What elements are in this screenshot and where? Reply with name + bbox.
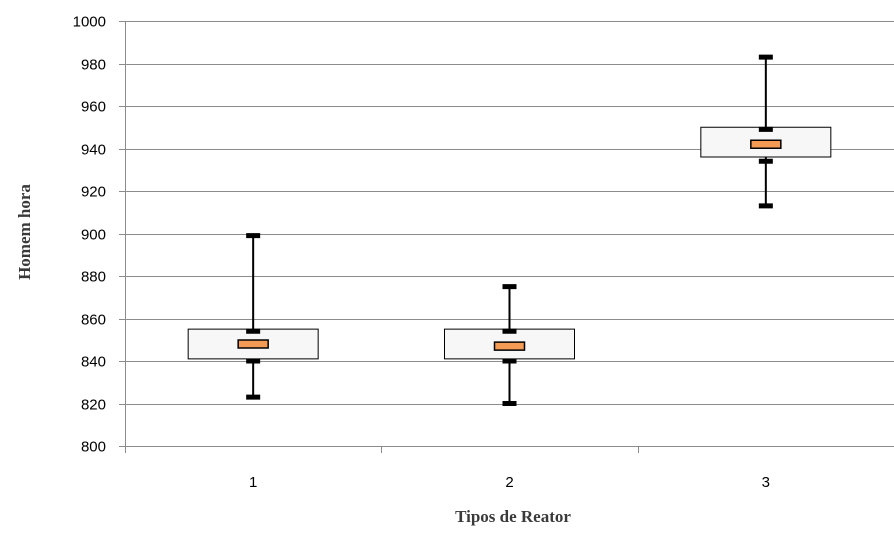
inner-lower-cap: [759, 159, 773, 164]
x-axis-title: Tipos de Reator: [455, 507, 571, 526]
boxes: [188, 55, 831, 406]
lower-cap: [246, 395, 260, 400]
box-2: [445, 284, 575, 406]
y-tick-label: 800: [81, 439, 106, 456]
median-marker: [751, 140, 781, 148]
y-tick-label: 920: [81, 184, 106, 201]
lower-cap: [503, 401, 517, 406]
inner-upper-cap: [503, 329, 517, 334]
median-marker: [495, 342, 525, 350]
y-tick-label: 820: [81, 397, 106, 414]
box-3: [701, 55, 831, 209]
upper-cap: [759, 55, 773, 60]
y-tick-label: 980: [81, 57, 106, 74]
y-tick-label: 840: [81, 354, 106, 371]
x-tick-label: 2: [505, 474, 513, 491]
inner-upper-cap: [759, 127, 773, 132]
y-tick-label: 940: [81, 142, 106, 159]
x-tick-label: 1: [249, 474, 257, 491]
lower-cap: [759, 203, 773, 208]
inner-lower-cap: [246, 359, 260, 364]
upper-cap: [246, 233, 260, 238]
y-axis-title: Homem hora: [15, 184, 34, 280]
x-axis: 1 2 3: [125, 446, 894, 491]
median-marker: [238, 340, 268, 348]
inner-lower-cap: [503, 359, 517, 364]
y-tick-label: 880: [81, 269, 106, 286]
y-tick-label: 860: [81, 312, 106, 329]
y-tick-label: 900: [81, 227, 106, 244]
x-tick-label: 3: [762, 474, 770, 491]
inner-upper-cap: [246, 329, 260, 334]
y-tick-label: 960: [81, 99, 106, 116]
y-axis: 800 820 840 860 880 900 920 940 960 980 1000: [73, 14, 126, 456]
upper-cap: [503, 284, 517, 289]
box-1: [188, 233, 318, 400]
y-tick-label: 1000: [73, 14, 106, 31]
